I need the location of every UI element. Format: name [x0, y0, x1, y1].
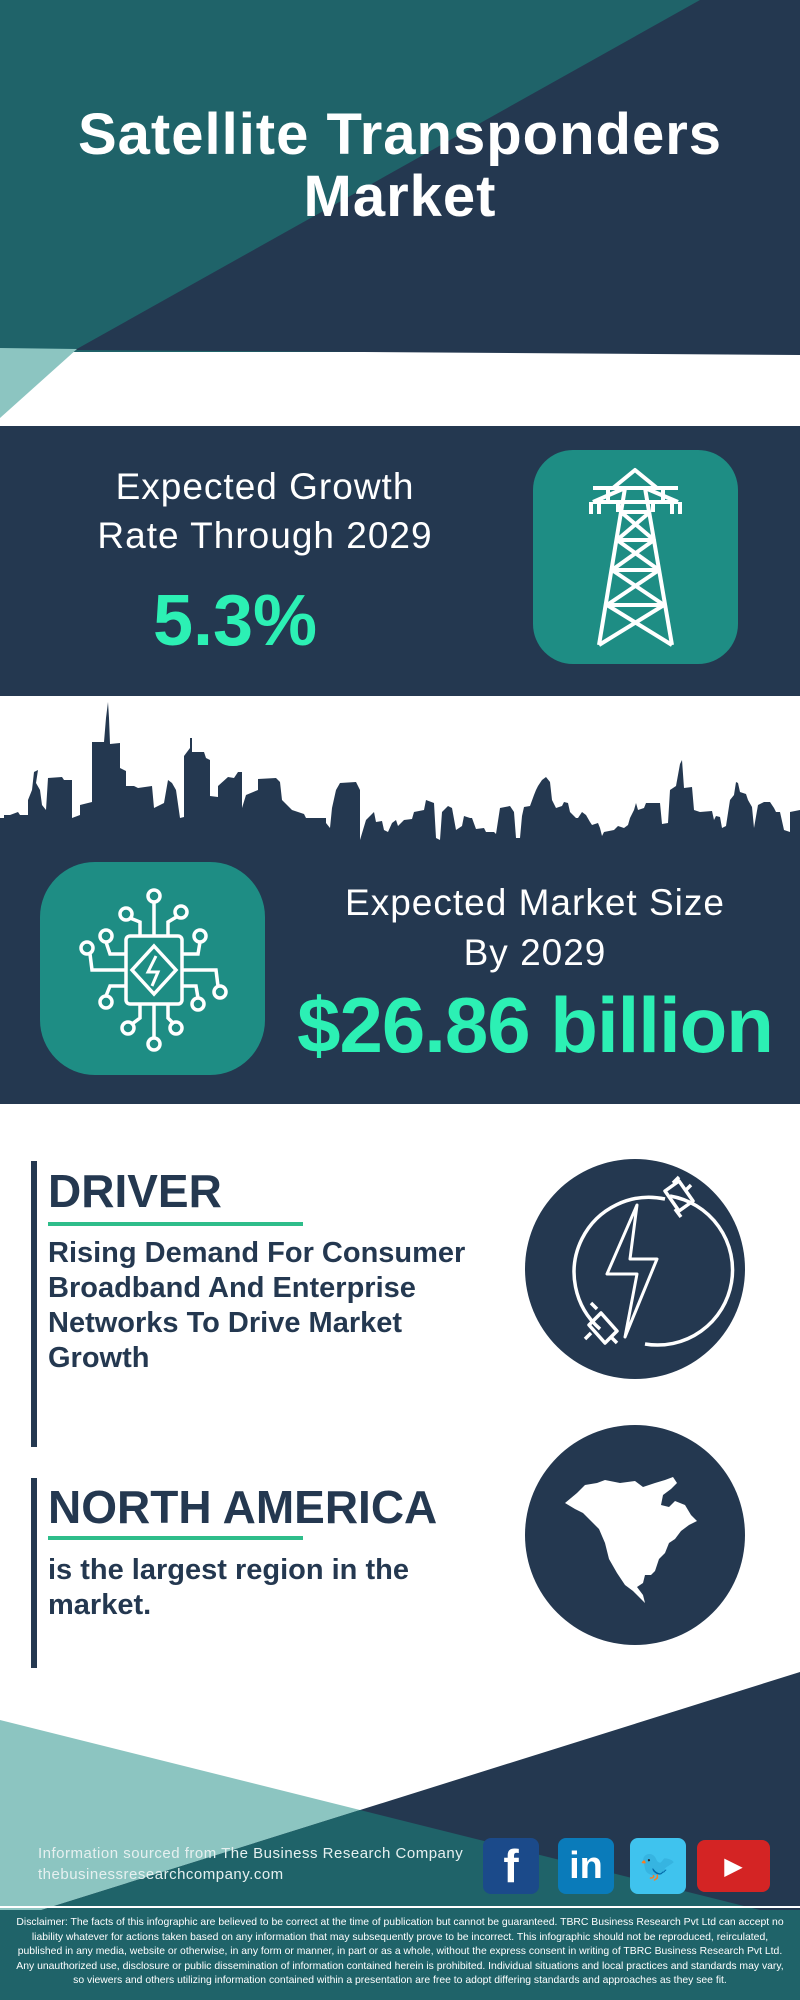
source-credit: Information sourced from The Business Re…	[38, 1845, 464, 1862]
title-line-2: Market	[303, 164, 497, 229]
driver-accent-bar	[31, 1161, 37, 1447]
north-america-map-icon	[565, 1477, 697, 1603]
growth-label: Expected Growth Rate Through 2029	[40, 462, 490, 560]
youtube-glyph: ▶	[724, 1852, 743, 1880]
facebook-glyph: f	[503, 1840, 519, 1892]
city-skyline	[0, 702, 800, 850]
market-size-value: $26.86 billion	[297, 981, 774, 1069]
growth-label-line-1: Expected Growth	[115, 466, 415, 507]
linkedin-icon[interactable]: in	[558, 1838, 614, 1894]
growth-rate-value: 5.3%	[152, 581, 318, 661]
tower-icon-box	[533, 450, 738, 664]
market-size-label-line-1: Expected Market Size	[345, 882, 725, 923]
market-size-label: Expected Market Size By 2029	[290, 878, 780, 978]
region-text: is the largest region in the market.	[48, 1554, 409, 1621]
transmission-tower-icon	[589, 468, 682, 647]
twitter-glyph: 🐦	[639, 1849, 677, 1883]
power-plug-icon	[572, 1175, 735, 1347]
region-underline	[48, 1536, 303, 1540]
region-heading: NORTH AMERICA	[48, 1481, 438, 1533]
driver-icon-circle	[525, 1159, 745, 1379]
driver-text: Rising Demand For Consumer Broadband And…	[48, 1237, 466, 1374]
region-accent-bar	[31, 1478, 37, 1668]
title-line-1: Satellite Transponders	[77, 102, 723, 167]
facebook-icon[interactable]: f	[483, 1838, 539, 1894]
region-icon-circle	[525, 1425, 745, 1645]
twitter-icon[interactable]: 🐦	[630, 1838, 686, 1894]
circuit-chip-icon	[79, 888, 228, 1052]
driver-underline	[48, 1222, 303, 1226]
driver-heading: DRIVER	[48, 1165, 222, 1217]
market-size-label-line-2: By 2029	[463, 932, 607, 973]
youtube-icon[interactable]: ▶	[697, 1840, 770, 1892]
source-website[interactable]: thebusinessresearchcompany.com	[38, 1866, 284, 1883]
growth-label-line-2: Rate Through 2029	[97, 515, 433, 556]
chip-icon-box	[40, 862, 265, 1075]
linkedin-glyph: in	[569, 1844, 603, 1887]
page-title: Satellite Transponders Market	[0, 104, 800, 228]
disclaimer-text: Disclaimer: The facts of this infographi…	[16, 1917, 784, 1986]
